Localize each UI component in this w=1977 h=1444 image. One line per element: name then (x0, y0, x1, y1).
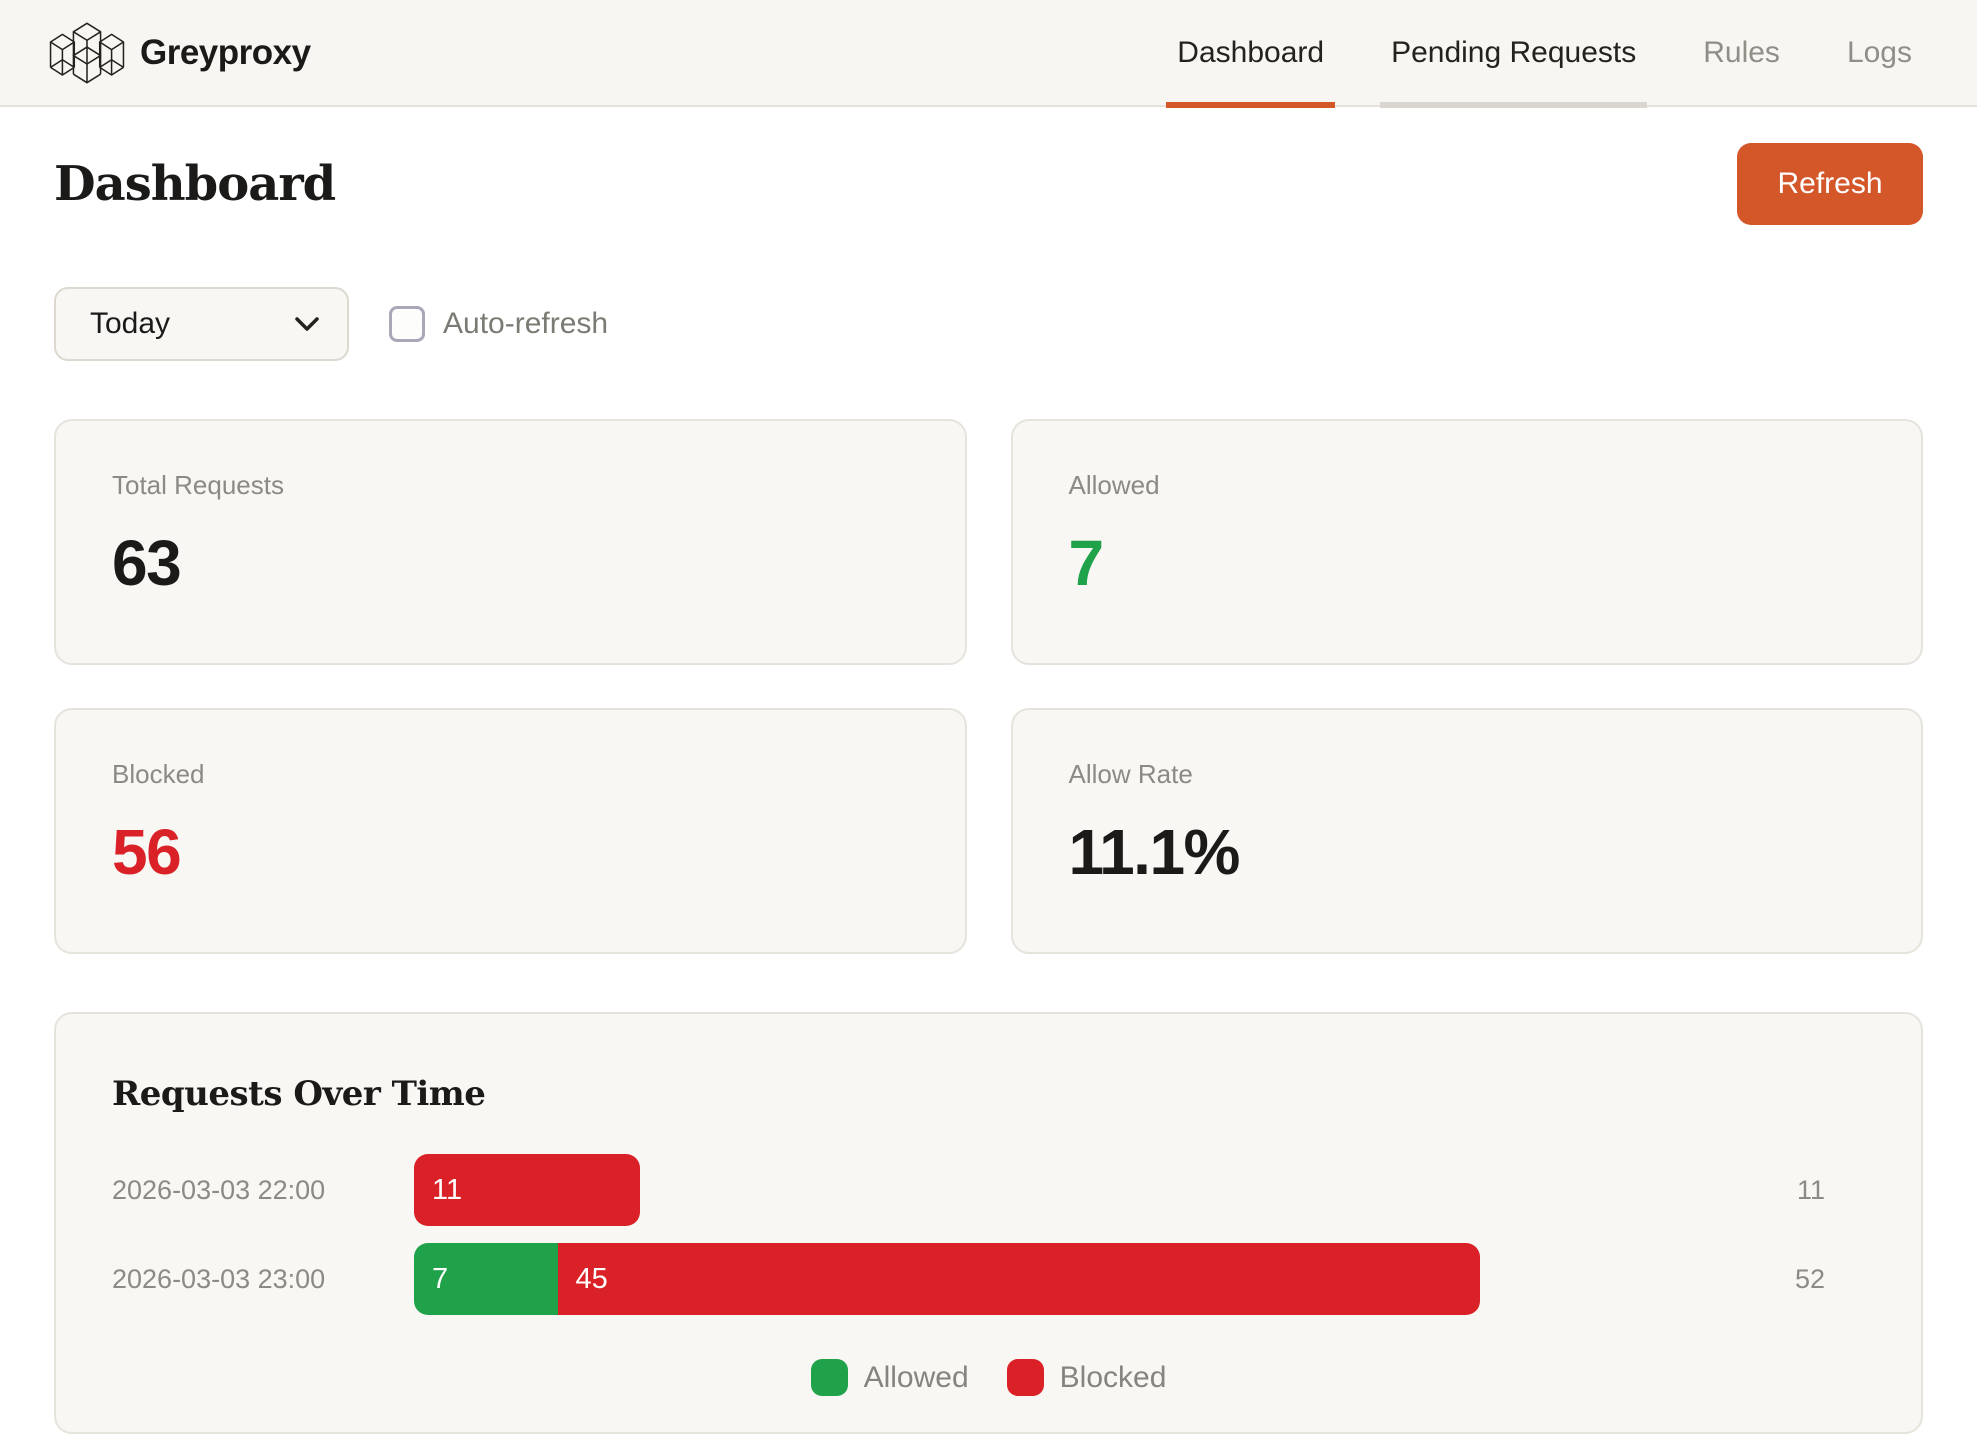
nav-item-rules[interactable]: Rules (1703, 35, 1780, 69)
main-nav: Dashboard Pending Requests Rules Logs (1121, 0, 1923, 108)
legend-item-allowed: Allowed (810, 1359, 969, 1396)
bar-segment-blocked: 45 (557, 1243, 1480, 1315)
brand[interactable]: Greyproxy (48, 18, 311, 88)
page-title: Dashboard (54, 156, 336, 212)
stat-value: 7 (1068, 527, 1105, 599)
title-row: Dashboard Refresh (54, 143, 1923, 225)
legend-label: Allowed (863, 1360, 969, 1394)
nav-item-pending-requests[interactable]: Pending Requests (1380, 0, 1648, 108)
brand-name: Greyproxy (140, 32, 311, 72)
chart-row-timestamp: 2026-03-03 23:00 (112, 1263, 326, 1294)
stat-card-allowed: Allowed 7 (1010, 419, 1923, 665)
stat-label: Allowed (1068, 470, 1160, 500)
stat-card-total-requests: Total Requests 63 (54, 419, 967, 665)
bar-segment-blocked: 11 (414, 1154, 640, 1226)
nav-item-dashboard[interactable]: Dashboard (1166, 0, 1335, 108)
controls-row: Today Auto-refresh (54, 287, 1923, 361)
auto-refresh-label[interactable]: Auto-refresh (443, 307, 609, 340)
bar-segment-value: 45 (575, 1262, 608, 1295)
legend-swatch-blocked (1006, 1359, 1044, 1396)
chart-row-bar: 7 45 (414, 1243, 1755, 1315)
chart-row-total: 52 (1794, 1263, 1825, 1294)
stat-label: Allow Rate (1068, 759, 1193, 789)
auto-refresh-group: Auto-refresh (389, 306, 608, 342)
legend-label: Blocked (1059, 1360, 1167, 1394)
stat-value: 63 (112, 527, 182, 599)
logo-icon (48, 18, 126, 88)
stat-card-blocked: Blocked 56 (54, 708, 967, 954)
chevron-down-icon (295, 316, 319, 332)
bar-segment-value: 11 (432, 1173, 463, 1206)
chart-title: Requests Over Time (112, 1074, 486, 1114)
stat-value: 56 (112, 816, 182, 888)
chart-row-total: 11 (1796, 1174, 1825, 1205)
bar-segment-allowed: 7 (414, 1243, 558, 1315)
requests-over-time-panel: Requests Over Time 2026-03-03 22:00 11 11 2… (54, 1012, 1923, 1434)
top-header: Greyproxy Dashboard Pending Requests Rules… (0, 0, 1977, 108)
chart-row: 2026-03-03 23:00 7 45 52 (112, 1243, 1865, 1315)
legend-swatch-allowed (810, 1359, 848, 1396)
main-content: Dashboard Refresh Today Auto-refresh Tot… (0, 143, 1977, 1434)
period-select[interactable]: Today (54, 287, 349, 361)
legend-item-blocked: Blocked (1006, 1359, 1167, 1396)
chart-row: 2026-03-03 22:00 11 11 (112, 1154, 1865, 1226)
chart-rows: 2026-03-03 22:00 11 11 2026-03-03 23:00 7 45 5… (112, 1154, 1865, 1315)
refresh-button[interactable]: Refresh (1737, 143, 1923, 225)
period-select-value: Today (90, 307, 171, 340)
stat-label: Total Requests (112, 470, 284, 500)
nav-item-logs[interactable]: Logs (1846, 35, 1912, 69)
stat-card-allow-rate: Allow Rate 11.1% (1010, 708, 1923, 954)
stat-label: Blocked (112, 759, 205, 789)
stat-value: 11.1% (1068, 816, 1241, 888)
chart-legend: Allowed Blocked (112, 1359, 1865, 1396)
stats-grid: Total Requests 63 Allowed 7 Blocked 56 A… (54, 419, 1923, 954)
chart-row-timestamp: 2026-03-03 22:00 (112, 1174, 326, 1205)
bar-segment-value: 7 (432, 1262, 449, 1295)
auto-refresh-checkbox[interactable] (389, 306, 425, 342)
chart-row-bar: 11 (414, 1154, 1755, 1226)
